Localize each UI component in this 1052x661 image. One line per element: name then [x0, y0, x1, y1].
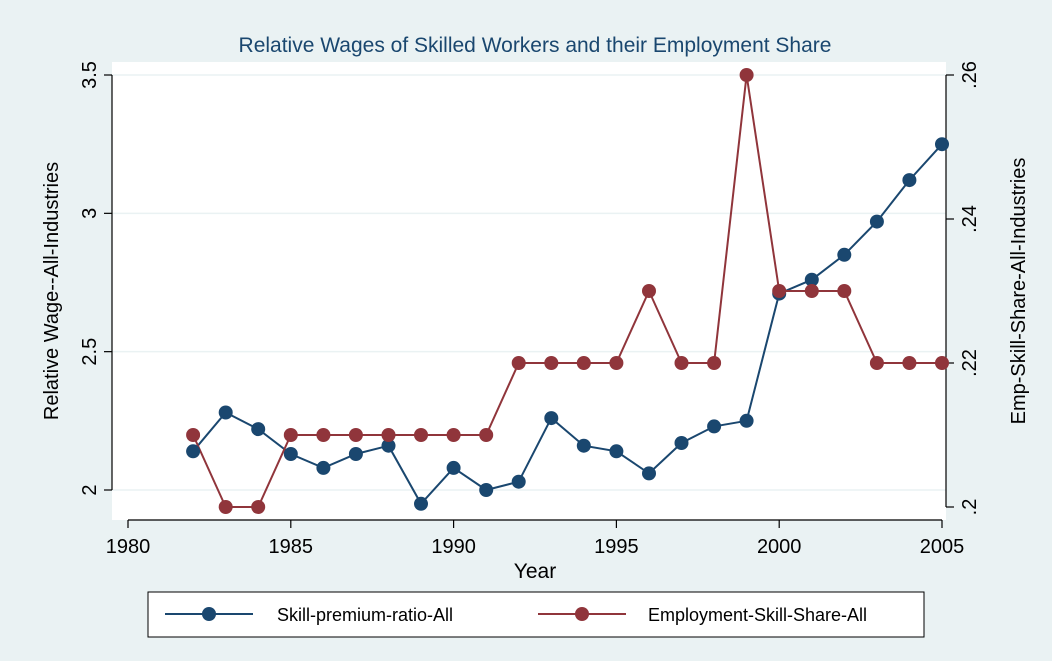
y-right-tick-label: .26 [959, 61, 981, 89]
data-point-skill-premium [446, 460, 461, 475]
y-left-tick-label: 2.5 [79, 338, 101, 366]
y-right-tick-label: .24 [959, 205, 981, 233]
data-point-skill-premium [283, 447, 298, 461]
data-point-employment-share [707, 356, 722, 370]
data-point-skill-premium [414, 496, 428, 511]
data-point-employment-share [316, 428, 331, 442]
data-point-employment-share [739, 68, 754, 82]
data-point-skill-premium [739, 413, 754, 428]
data-point-skill-premium [381, 438, 396, 453]
data-point-skill-premium [609, 444, 624, 459]
data-point-employment-share [642, 284, 656, 298]
data-point-skill-premium [511, 474, 526, 489]
data-point-employment-share [381, 428, 396, 442]
legend-marker-employment-share [575, 607, 589, 621]
legend-label-employment-share: Employment-Skill-Share-All [648, 605, 867, 625]
data-point-skill-premium [348, 447, 363, 461]
data-point-skill-premium [935, 137, 949, 152]
legend-item-skill-premium: Skill-premium-ratio-All [165, 605, 453, 625]
data-point-employment-share [609, 356, 624, 370]
data-point-skill-premium [869, 214, 884, 229]
axes: 1980 1985 1990 1995 2000 2005 2 2.5 3 3.5 .2 .22 .24… [79, 61, 981, 558]
data-point-skill-premium [544, 411, 559, 426]
y-left-tick-label: 3.5 [79, 61, 101, 89]
y-right-tick-label: .2 [959, 499, 981, 516]
data-point-employment-share [544, 356, 559, 370]
legend-marker-skill-premium [202, 607, 216, 621]
data-point-skill-premium [642, 466, 656, 481]
x-tick-label: 2005 [920, 536, 965, 558]
y-left-tick-label: 2 [79, 484, 101, 495]
data-point-skill-premium [707, 419, 722, 434]
data-point-employment-share [935, 356, 949, 370]
data-point-employment-share [869, 356, 884, 370]
data-point-employment-share [576, 356, 591, 370]
x-tick-label: 2000 [757, 536, 802, 558]
data-point-employment-share [902, 356, 917, 370]
data-point-employment-share [283, 428, 298, 442]
data-point-employment-share [479, 428, 494, 442]
data-point-employment-share [804, 284, 819, 298]
data-point-employment-share [348, 428, 363, 442]
data-point-skill-premium [186, 444, 201, 459]
data-point-skill-premium [674, 436, 689, 450]
data-point-skill-premium [804, 272, 819, 287]
y-right-tick-label: .22 [959, 349, 981, 377]
data-point-employment-share [446, 428, 461, 442]
y-left-tick-label: 3 [79, 208, 101, 219]
data-point-skill-premium [837, 247, 852, 262]
x-tick-label: 1985 [269, 536, 314, 558]
data-point-employment-share [218, 500, 233, 514]
data-point-employment-share [414, 428, 428, 442]
x-tick-label: 1990 [431, 536, 476, 558]
y-axis-right-label: Emp-Skill-Share-All-Industries [1008, 158, 1030, 425]
legend-label-skill-premium: Skill-premium-ratio-All [277, 605, 453, 625]
data-point-employment-share [186, 428, 201, 442]
series-markers [186, 68, 949, 514]
x-axis-label: Year [514, 560, 556, 583]
data-point-skill-premium [316, 460, 331, 475]
data-point-skill-premium [218, 405, 233, 420]
data-point-employment-share [837, 284, 852, 298]
x-tick-label: 1995 [594, 536, 639, 558]
legend-item-employment-share: Employment-Skill-Share-All [538, 605, 867, 625]
data-point-employment-share [674, 356, 689, 370]
data-point-employment-share [251, 500, 266, 514]
data-point-skill-premium [902, 173, 917, 188]
data-point-skill-premium [479, 483, 494, 497]
chart-title: Relative Wages of Skilled Workers and th… [239, 34, 832, 57]
x-tick-label: 1980 [106, 536, 151, 558]
data-point-skill-premium [251, 422, 266, 437]
y-axis-left-label: Relative Wage--All-Industries [41, 162, 63, 420]
data-point-skill-premium [576, 438, 591, 453]
legend: Skill-premium-ratio-All Employment-Skill… [147, 591, 925, 638]
grid-lines [112, 74, 946, 491]
data-point-employment-share [772, 284, 787, 298]
data-point-employment-share [511, 356, 526, 370]
legend-box [147, 591, 925, 638]
